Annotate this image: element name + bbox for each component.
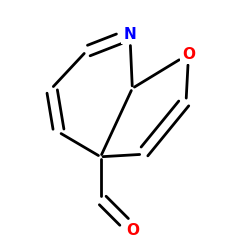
Text: O: O <box>182 46 195 62</box>
Text: O: O <box>126 222 139 238</box>
Text: N: N <box>124 27 136 42</box>
